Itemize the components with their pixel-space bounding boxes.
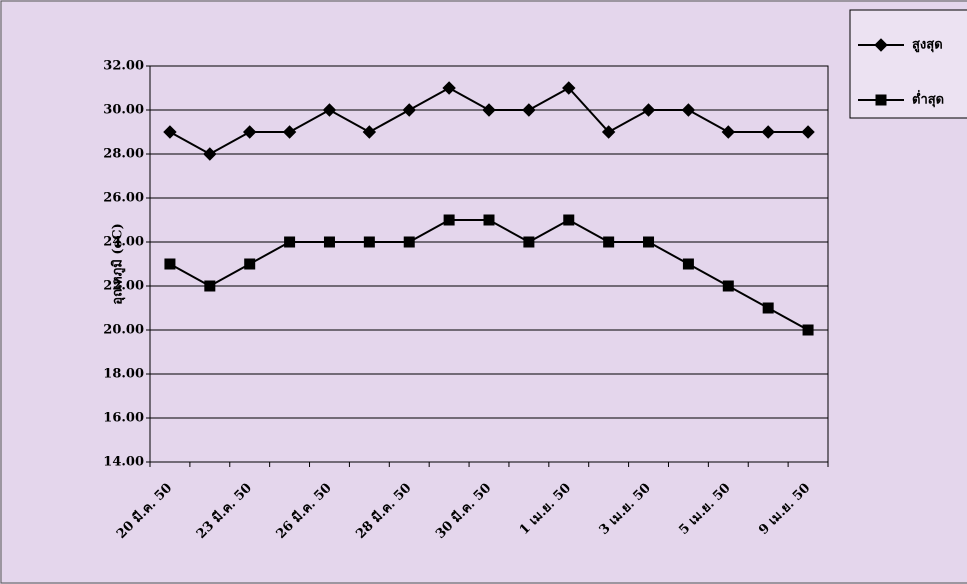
data-point [483, 214, 495, 226]
data-point [522, 103, 536, 117]
legend-marker [874, 38, 888, 52]
data-point [721, 125, 736, 139]
data-point [682, 258, 694, 270]
y-tick-label: 24.00 [103, 235, 144, 250]
data-point [203, 147, 217, 161]
y-tick-label: 26.00 [103, 191, 144, 206]
data-point [282, 125, 297, 139]
data-point [562, 81, 576, 95]
data-point [563, 214, 575, 226]
data-point [363, 236, 375, 248]
data-point [323, 236, 335, 248]
data-point [523, 236, 535, 248]
data-point [244, 258, 256, 270]
data-point [722, 280, 734, 292]
data-point [403, 236, 415, 248]
data-point [443, 214, 455, 226]
data-point [801, 125, 815, 139]
data-point [362, 125, 377, 139]
data-point [164, 258, 176, 270]
data-point [603, 236, 615, 248]
data-point [601, 125, 616, 139]
data-point [681, 103, 696, 117]
data-point [284, 236, 296, 248]
data-point [762, 302, 774, 314]
data-point [204, 280, 216, 292]
y-tick-label: 28.00 [103, 147, 144, 162]
legend-label: สูงสุด [912, 38, 943, 53]
y-tick-label: 16.00 [103, 411, 144, 426]
data-point [761, 125, 775, 139]
legend-label: ต่ำสุด [912, 90, 944, 108]
data-point [442, 81, 456, 95]
data-point [643, 236, 655, 248]
data-point [482, 103, 496, 117]
legend [849, 9, 967, 119]
y-tick-label: 32.00 [103, 59, 144, 74]
data-point [802, 324, 814, 336]
data-point [402, 103, 416, 117]
data-point [322, 103, 337, 117]
data-point [163, 125, 177, 139]
y-tick-label: 14.00 [103, 455, 144, 470]
legend-marker [875, 94, 887, 106]
y-axis-label: อุณหภูมิ (oC) [111, 223, 126, 304]
y-tick-label: 20.00 [103, 323, 144, 338]
y-tick-label: 30.00 [103, 103, 144, 118]
y-tick-label: 22.00 [103, 279, 144, 294]
data-point [641, 103, 656, 117]
y-tick-label: 18.00 [103, 367, 144, 382]
data-point [242, 125, 257, 139]
